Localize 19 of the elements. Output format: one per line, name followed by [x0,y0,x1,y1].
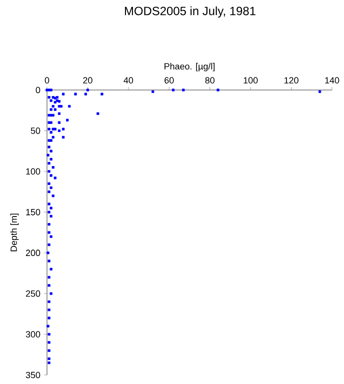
y-tick-label: 50 [30,128,40,134]
x-axis-title: Phaeo. [µg/l] [164,62,215,72]
x-tick-label: 40 [124,77,134,84]
x-tick-label: 20 [83,77,92,84]
chart-title: MODS2005 in July, 1981 [124,6,256,18]
y-tick-label: 300 [26,331,40,338]
x-tick-label: 140 [325,77,340,84]
y-tick-label: 350 [26,372,40,378]
y-tick-label: 250 [26,290,40,297]
y-axis-title: Depth [m] [10,214,19,252]
y-tick-label: 0 [36,86,40,94]
x-tick-label: 120 [284,77,298,84]
x-tick-label: 60 [164,77,174,84]
y-tick-label: 150 [26,208,40,216]
y-tick-label: 200 [26,250,40,256]
x-tick-label: 80 [205,77,214,84]
x-tick-label: 0 [44,77,50,84]
x-tick-label: 100 [244,77,258,84]
y-tick-label: 100 [26,168,40,175]
